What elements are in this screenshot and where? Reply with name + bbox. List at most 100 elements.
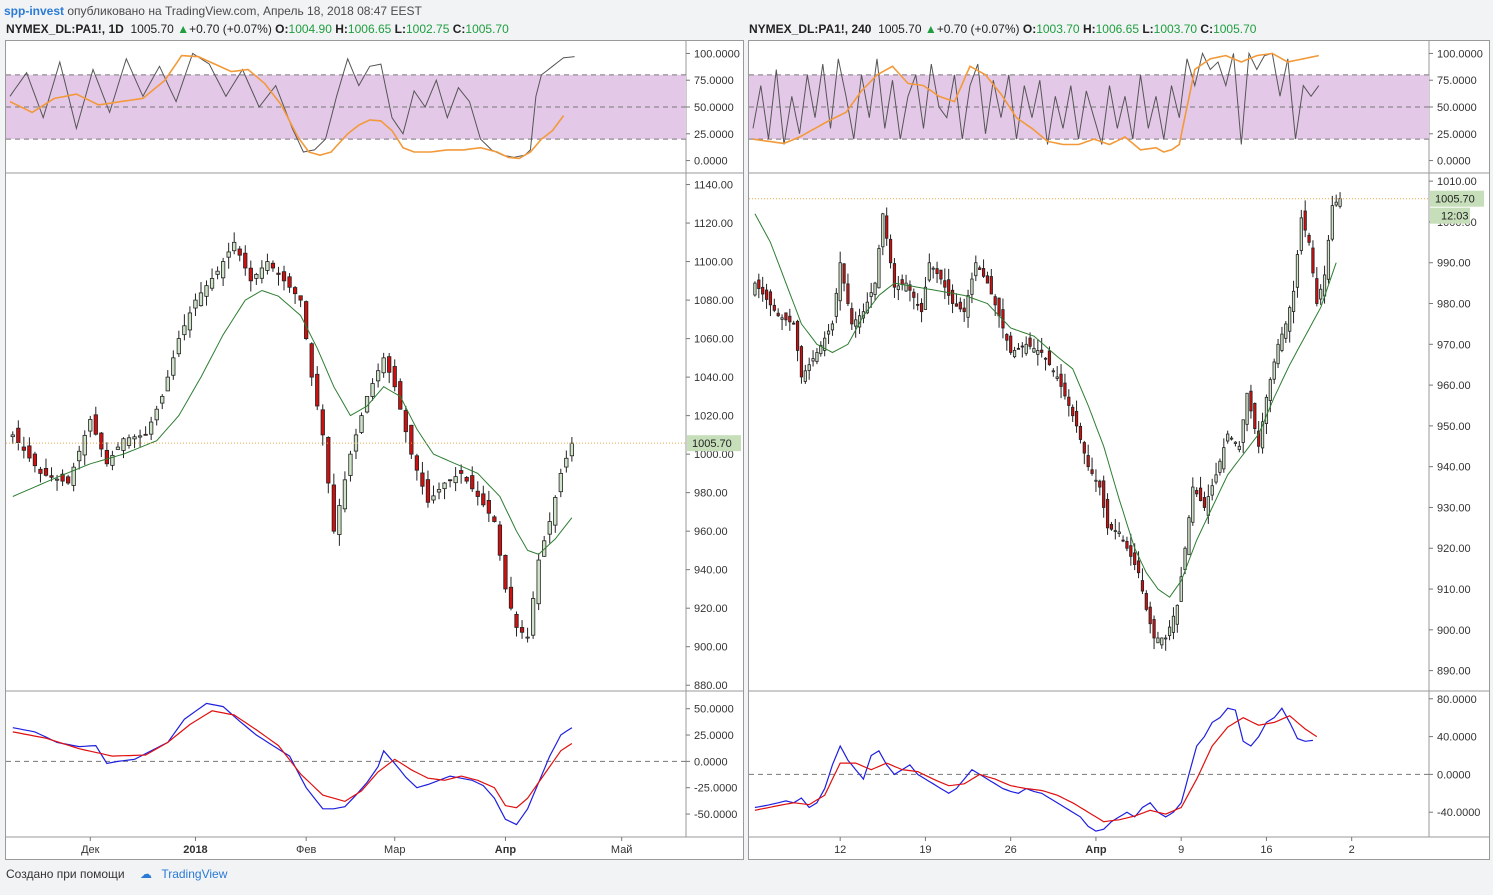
candle-up — [71, 466, 76, 486]
candle-down — [947, 279, 951, 296]
candle-down — [392, 366, 397, 388]
candle-up — [1179, 576, 1183, 602]
candle-down — [993, 296, 997, 306]
candle-up — [974, 262, 978, 277]
candle-up — [442, 482, 447, 490]
candle-down — [1152, 619, 1156, 639]
high-label: H: — [335, 22, 348, 36]
candle-up — [1218, 460, 1222, 473]
candle-up — [232, 241, 237, 252]
candle-up — [1113, 530, 1117, 532]
candle-down — [1129, 545, 1133, 557]
candle-up — [431, 495, 436, 501]
candle-up — [348, 453, 353, 476]
price-tick-label: 930.00 — [1437, 502, 1471, 514]
candle-up — [904, 282, 908, 292]
candle-up — [137, 435, 143, 438]
candle-down — [425, 479, 431, 503]
candle-down — [943, 280, 947, 288]
candle-down — [1125, 541, 1129, 549]
candle-down — [935, 268, 939, 275]
symbol-label: NYMEX_DL:PA1!, 1D — [6, 22, 124, 36]
candle-up — [1171, 615, 1176, 633]
candle-up — [381, 357, 386, 374]
candle-down — [962, 307, 966, 313]
open-value: 1004.90 — [288, 22, 332, 36]
low-value: 1002.75 — [405, 22, 450, 36]
candle-up — [558, 473, 563, 493]
countdown-label: 12:03 — [1441, 211, 1469, 223]
left-chart-canvas[interactable]: 100.0000 75.0000 50.0000 25.0000 0.0000 1140.… — [6, 41, 743, 859]
candle-up — [815, 352, 819, 362]
candle-down — [143, 433, 148, 436]
stoch-tick-label: 0.0000 — [1437, 156, 1471, 168]
sma-line — [12, 289, 573, 555]
candle-down — [298, 295, 303, 301]
candle-up — [547, 521, 552, 535]
candle-up — [187, 312, 193, 331]
candle-down — [1086, 455, 1090, 468]
candle-up — [1187, 517, 1191, 556]
stoch-overbought-band — [6, 74, 686, 140]
candle-down — [908, 284, 912, 291]
candle-down — [1074, 410, 1079, 427]
candle-down — [403, 410, 408, 433]
candle-down — [1109, 524, 1114, 530]
candle-down — [315, 373, 320, 407]
right-chart-panel[interactable]: 100.0000 75.0000 50.0000 25.0000 0.0000 1010.… — [748, 40, 1490, 860]
candle-down — [1102, 480, 1106, 508]
candle-down — [326, 437, 331, 484]
candle-down — [27, 445, 32, 459]
candle-down — [1047, 350, 1052, 366]
candle-down — [792, 322, 796, 325]
candle-up — [1206, 496, 1210, 516]
low-value: 1003.70 — [1153, 22, 1198, 36]
up-arrow-icon: ▲ — [924, 22, 937, 36]
candle-down — [1307, 234, 1311, 243]
candle-up — [154, 408, 159, 421]
stoch-tick-label: 100.0000 — [1437, 48, 1483, 60]
candle-up — [77, 450, 82, 462]
candle-up — [259, 267, 264, 279]
candle-up — [536, 559, 541, 605]
macd-tick-label: 80.0000 — [1437, 694, 1477, 706]
price-tick-label: 940.00 — [1437, 462, 1471, 474]
candle-up — [1164, 637, 1168, 640]
footer: Создано при помощи ☁ TradingView — [0, 862, 1493, 895]
candle-up — [923, 286, 928, 310]
candle-up — [553, 497, 558, 526]
candle-up — [359, 415, 364, 433]
candle-up — [126, 437, 132, 446]
candle-down — [958, 301, 962, 310]
candle-down — [1140, 580, 1145, 592]
candle-down — [270, 262, 276, 269]
candle-down — [420, 472, 425, 487]
price-tick-label: 960.00 — [694, 526, 728, 538]
candle-down — [772, 304, 776, 311]
candle-up — [110, 455, 115, 466]
candle-up — [204, 285, 209, 297]
candle-up — [1036, 350, 1040, 355]
price-tick-label: 1100.00 — [694, 257, 733, 269]
candle-up — [121, 438, 126, 451]
candle-up — [1272, 361, 1276, 380]
candle-up — [1237, 445, 1241, 450]
candle-down — [276, 272, 281, 275]
candle-up — [1226, 433, 1230, 442]
candle-down — [1121, 539, 1125, 542]
candle-down — [287, 276, 292, 288]
time-tick-label: Дек — [81, 844, 100, 856]
candle-down — [846, 283, 850, 304]
publisher-name[interactable]: spp-invest — [4, 4, 65, 18]
time-tick-label: Апр — [1085, 844, 1107, 856]
candle-down — [1078, 425, 1083, 440]
candle-up — [807, 364, 811, 371]
left-chart-panel[interactable]: 100.0000 75.0000 50.0000 25.0000 0.0000 1140.… — [5, 40, 744, 860]
low-label: L: — [394, 22, 406, 36]
candle-up — [826, 330, 831, 335]
candle-down — [795, 320, 800, 351]
candle-down — [1028, 337, 1032, 347]
price-tick-label: 920.00 — [1437, 543, 1471, 555]
tradingview-link[interactable]: TradingView — [161, 867, 228, 881]
right-chart-canvas[interactable]: 100.0000 75.0000 50.0000 25.0000 0.0000 1010.… — [749, 41, 1489, 859]
